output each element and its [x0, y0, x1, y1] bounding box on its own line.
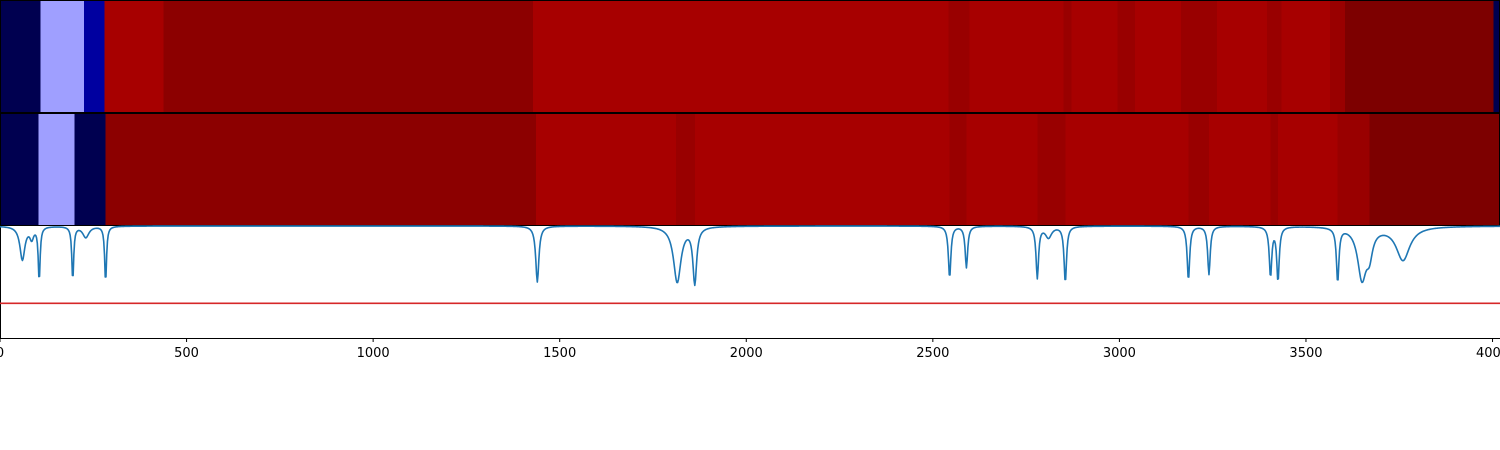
- heatmap-cell: [948, 1, 970, 112]
- heatmap-cell: [1217, 1, 1267, 112]
- heatmap-cell: [1281, 1, 1331, 112]
- heatmap-cell: [38, 114, 75, 225]
- heatmap-cell: [1330, 1, 1346, 112]
- heatmap-cell: [1037, 114, 1066, 225]
- heatmap-cell: [532, 1, 949, 112]
- x-tick-label: 3000: [1103, 346, 1136, 361]
- heatmap-cell: [1180, 1, 1218, 112]
- heatmap-row-2: [0, 113, 1500, 226]
- heatmap-cell: [1277, 114, 1338, 225]
- heatmap-cell: [1345, 1, 1494, 112]
- heatmap-cell: [1065, 114, 1189, 225]
- x-tick-label: 4000: [1476, 346, 1500, 361]
- heatmap-cell: [0, 114, 39, 225]
- heatmap-cell: [1071, 1, 1118, 112]
- heatmap-cell: [74, 114, 106, 225]
- heatmap-cell: [104, 1, 164, 112]
- x-tick-label: 0: [0, 346, 4, 361]
- x-axis: 0 500 1000 1500 2000 2500 3000 3500 4000: [0, 338, 1500, 361]
- heatmap-cell: [83, 1, 105, 112]
- heatmap-cell: [694, 114, 950, 225]
- x-tick-label: 2500: [916, 346, 949, 361]
- x-tick-label: 500: [174, 346, 199, 361]
- x-tick-label: 1500: [543, 346, 576, 361]
- x-tick-label: 2000: [730, 346, 763, 361]
- heatmap-cell: [1208, 114, 1271, 225]
- heatmap-cell: [1270, 114, 1278, 225]
- heatmap-cell: [1135, 1, 1181, 112]
- heatmap-cell: [40, 1, 84, 112]
- heatmap-cell: [105, 114, 537, 225]
- heatmap-cell: [1063, 1, 1072, 112]
- heatmap-cell: [1266, 1, 1282, 112]
- heatmap-cell: [536, 114, 677, 225]
- heatmap-cell: [1117, 1, 1136, 112]
- heatmap-cell: [1369, 114, 1500, 225]
- heatmap-cell: [969, 1, 1064, 112]
- heatmap-cell: [1337, 114, 1370, 225]
- heatmap-cell: [163, 1, 533, 112]
- heatmap-cell: [1493, 1, 1500, 112]
- x-tick-label: 3500: [1289, 346, 1322, 361]
- x-tick-label: 1000: [357, 346, 390, 361]
- signal-line: [0, 225, 1500, 287]
- heatmap-row-1: [0, 0, 1500, 113]
- heatmap-cell: [0, 1, 41, 112]
- heatmap-cell: [949, 114, 967, 225]
- heatmap-cell: [966, 114, 1038, 225]
- heatmap-cell: [1188, 114, 1209, 225]
- heatmap-cell: [676, 114, 695, 225]
- line-panel: [0, 225, 1500, 339]
